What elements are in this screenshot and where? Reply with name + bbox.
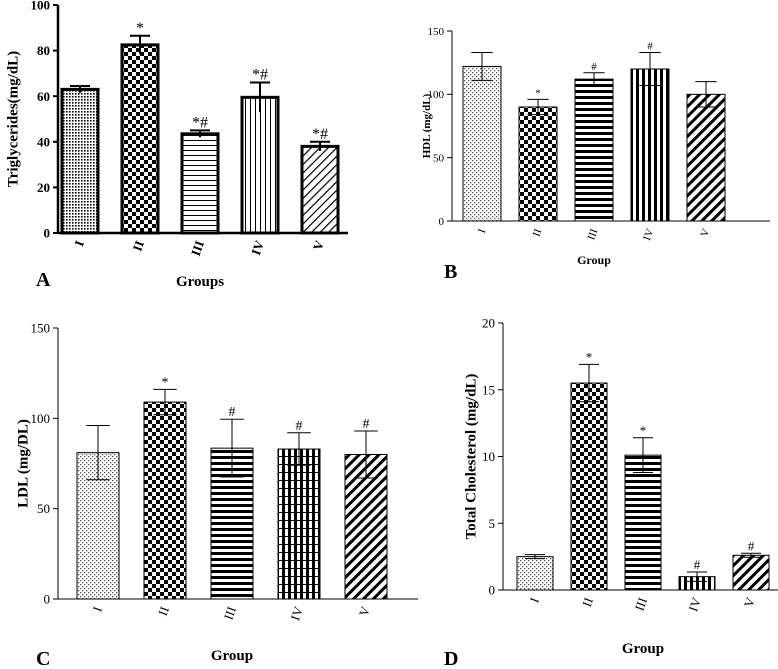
chart-panel-d: 0 5 10 15 20 I * II * III # IV # V Total Cholesterol (… (463, 316, 778, 657)
y-tick-label: 50 (433, 153, 445, 165)
bar-IV (277, 448, 321, 600)
x-axis-label: Group (577, 253, 611, 267)
chart-panel-b: 0 50 100 150 I * II # III # IV V HDL (mg/dL) Group (421, 26, 770, 267)
y-tick-label: 50 (37, 501, 50, 516)
bar-V (300, 144, 340, 235)
y-axis-label: HDL (mg/dL) (421, 93, 433, 158)
significance-mark: * (640, 423, 647, 438)
x-tick-label: III (221, 604, 240, 621)
significance-mark: # (647, 41, 653, 53)
x-tick-label: I (527, 595, 543, 604)
y-tick-label: 60 (37, 89, 50, 104)
chart-panel-a: 0 20 40 60 80 100 I * II *# III *# IV *# V Triglyceride… (5, 0, 348, 290)
x-tick-label: I (71, 238, 87, 248)
significance-mark: # (229, 405, 236, 420)
x-axis-label: Group (622, 641, 664, 657)
y-tick-label: 150 (428, 26, 445, 38)
significance-mark: * (535, 87, 541, 99)
bar-II (143, 401, 187, 600)
y-tick-label: 20 (482, 316, 495, 331)
significance-mark: # (363, 417, 370, 432)
y-tick-label: 40 (37, 134, 50, 149)
significance-mark: # (591, 61, 597, 73)
y-tick-label: 15 (482, 382, 495, 397)
bar-II (570, 382, 608, 591)
significance-mark: *# (252, 67, 268, 84)
x-tick-label: I (90, 604, 106, 613)
x-tick-label: III (585, 227, 600, 242)
x-tick-label: II (130, 238, 148, 253)
x-tick-label: II (579, 595, 596, 608)
x-tick-label: V (356, 604, 374, 619)
y-tick-label: 100 (31, 0, 51, 13)
significance-mark: # (748, 538, 755, 553)
x-axis-label: Groups (176, 274, 224, 290)
x-tick-label: V (741, 595, 759, 610)
charts-group: 020406080100I*II*#III*#IV*#VTriglyceride… (5, 0, 778, 664)
bar-I (516, 556, 554, 591)
bar-II (120, 43, 160, 235)
y-axis-label: LDL (mg/DL) (15, 419, 31, 508)
y-axis-label: Total Cholesterol (mg/dL) (463, 374, 479, 540)
y-tick-label: 0 (44, 592, 51, 607)
bar-II (518, 106, 558, 222)
y-tick-label: 0 (489, 583, 496, 598)
significance-mark: * (162, 375, 169, 390)
bar-III (624, 454, 662, 591)
y-tick-label: 150 (31, 321, 51, 336)
panel-label-b: B (444, 261, 457, 283)
y-tick-label: 100 (31, 411, 51, 426)
significance-mark: * (136, 20, 144, 37)
x-tick-label: V (310, 238, 328, 253)
y-tick-label: 10 (482, 449, 495, 464)
y-tick-label: 5 (489, 516, 496, 531)
panel-label-d: D (444, 648, 458, 669)
x-tick-label: V (698, 227, 712, 239)
x-tick-label: II (531, 227, 545, 238)
y-axis-label: Triglycerides(mg/dL) (5, 51, 21, 187)
bar-I (60, 87, 100, 235)
bar-IV (240, 95, 280, 235)
x-tick-label: IV (287, 604, 306, 623)
x-tick-label: III (632, 595, 651, 612)
significance-mark: *# (312, 126, 328, 143)
significance-mark: # (296, 419, 303, 434)
bar-IV (630, 68, 670, 222)
y-tick-label: 80 (37, 43, 50, 58)
y-tick-label: 0 (439, 216, 445, 228)
y-tick-label: 0 (44, 226, 51, 241)
bar-III (574, 78, 614, 222)
y-tick-label: 100 (428, 89, 445, 101)
significance-mark: # (694, 557, 701, 572)
panel-label-c: C (36, 648, 50, 669)
x-tick-label: III (188, 238, 207, 257)
x-tick-label: IV (248, 238, 267, 257)
x-tick-label: II (155, 604, 172, 617)
bar-III (180, 132, 220, 235)
bar-I (462, 65, 502, 222)
x-tick-label: IV (641, 227, 656, 242)
significance-mark: *# (192, 114, 208, 131)
chart-panel-c: 0 50 100 150 I * II # III # IV # V LDL (mg/DL) Group (15, 321, 418, 664)
bar-V (732, 554, 770, 591)
y-tick-label: 20 (37, 180, 50, 195)
panel-label-a: A (36, 269, 51, 291)
significance-mark: * (586, 349, 593, 364)
x-tick-label: IV (685, 595, 704, 614)
bar-V (686, 93, 726, 222)
x-axis-label: Group (211, 648, 253, 664)
x-tick-label: I (476, 227, 489, 235)
